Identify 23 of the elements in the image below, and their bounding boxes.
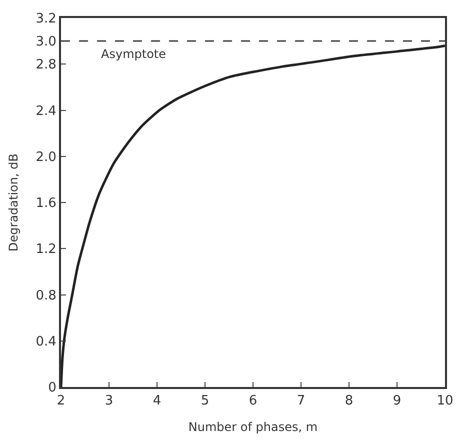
- x-tick-label: 3: [104, 394, 114, 409]
- y-tick-label: 2.8: [36, 58, 56, 73]
- y-tick-label: 0.8: [36, 288, 56, 304]
- y-tick-label: 1.6: [36, 196, 56, 212]
- x-tick-label: 9: [392, 394, 402, 409]
- x-tick-label: 7: [296, 394, 306, 409]
- y-tick-label: 3.2: [36, 12, 56, 27]
- x-tick-label: 10: [436, 394, 454, 409]
- x-tick-label: 6: [248, 394, 258, 409]
- line-series: [61, 44, 445, 387]
- x-tick-label: 8: [344, 394, 354, 409]
- y-axis-title: Degradation, dB: [6, 154, 21, 252]
- x-axis-title: Number of phases, m: [188, 420, 318, 434]
- y-tick-label: 3.0: [36, 34, 56, 50]
- y-tick-label: 1.2: [36, 242, 56, 258]
- y-tick-label: 2.4: [36, 104, 56, 119]
- x-tick-label: 2: [56, 394, 66, 409]
- ref-line-label: Asymptote: [101, 47, 166, 61]
- x-tick-label: 5: [200, 394, 210, 409]
- y-tick-label: 0.4: [36, 334, 56, 350]
- y-tick-label: 2.0: [36, 150, 56, 165]
- y-tick-label: 0: [48, 380, 56, 396]
- x-tick-label: 4: [152, 394, 162, 409]
